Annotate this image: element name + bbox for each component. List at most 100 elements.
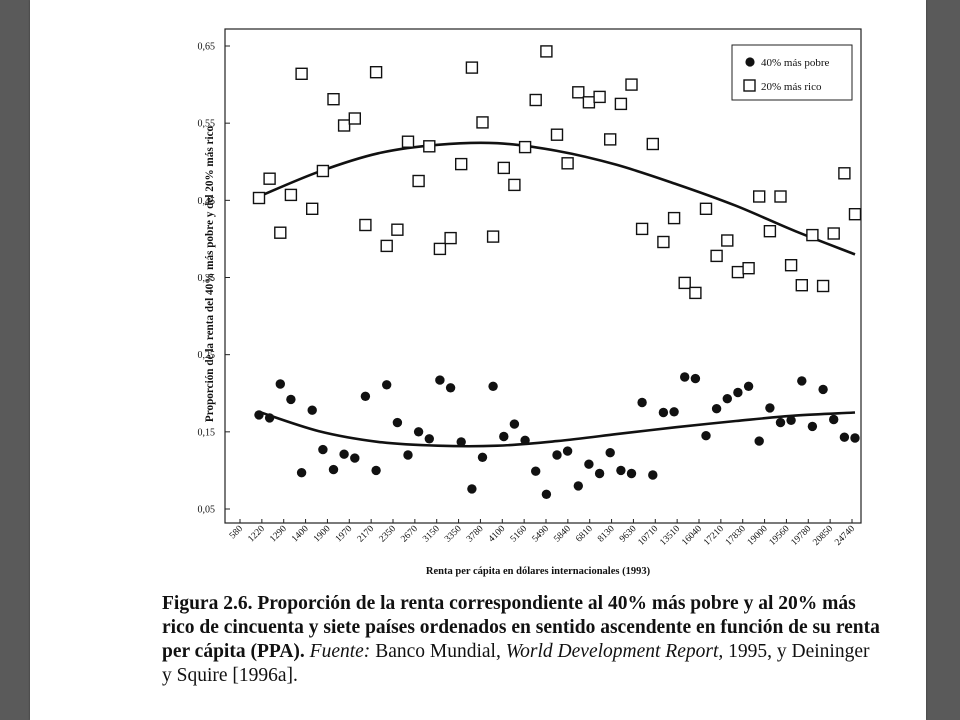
x-tick-label: 8130 bbox=[596, 524, 617, 545]
point-poor bbox=[392, 417, 403, 428]
x-tick-label: 17210 bbox=[702, 524, 726, 548]
legend-label-poor: 40% más pobre bbox=[761, 57, 830, 69]
point-poor bbox=[605, 448, 615, 458]
document-page: 0,65 0,55 0,45 0,35 0,25 0,15 0,05 580 1220 1290… bbox=[30, 0, 926, 720]
point-rich bbox=[795, 279, 808, 292]
point-poor bbox=[435, 375, 445, 385]
point-rich bbox=[667, 211, 681, 225]
point-poor bbox=[786, 415, 796, 425]
point-poor bbox=[648, 470, 658, 480]
point-rich bbox=[455, 157, 468, 171]
point-poor bbox=[541, 489, 552, 499]
point-rich bbox=[827, 227, 840, 240]
point-rich bbox=[476, 116, 489, 129]
x-tick-label: 5160 bbox=[509, 524, 530, 545]
point-poor bbox=[733, 387, 743, 398]
caption-report-title: World Development Report, bbox=[505, 641, 724, 662]
point-poor bbox=[616, 465, 626, 476]
x-tick-label: 13510 bbox=[658, 524, 682, 548]
point-poor bbox=[552, 450, 562, 460]
point-rich bbox=[465, 61, 479, 74]
point-poor bbox=[722, 394, 732, 404]
point-poor bbox=[562, 446, 573, 456]
point-rich bbox=[327, 92, 340, 106]
x-tick-label: 17830 bbox=[724, 524, 748, 548]
point-poor bbox=[488, 381, 498, 391]
point-poor bbox=[275, 379, 285, 389]
point-poor bbox=[839, 432, 850, 442]
point-rich bbox=[550, 128, 564, 141]
point-rich bbox=[348, 112, 361, 125]
point-poor bbox=[520, 435, 530, 445]
x-tick-label: 1900 bbox=[312, 524, 333, 545]
point-poor bbox=[424, 434, 434, 444]
x-tick-label: 4100 bbox=[487, 524, 508, 545]
x-tick-label: 3150 bbox=[421, 524, 442, 545]
point-poor bbox=[797, 376, 807, 386]
point-rich bbox=[742, 262, 755, 275]
point-rich bbox=[274, 226, 287, 239]
point-poor bbox=[467, 484, 477, 494]
scatter-chart: 0,65 0,55 0,45 0,35 0,25 0,15 0,05 580 1220 1290… bbox=[198, 28, 862, 577]
point-rich bbox=[816, 279, 830, 293]
point-rich bbox=[295, 67, 308, 81]
point-rich bbox=[710, 249, 723, 263]
point-rich bbox=[284, 188, 298, 202]
x-tick-label: 1970 bbox=[334, 524, 355, 545]
point-rich bbox=[784, 259, 798, 272]
point-poor bbox=[339, 449, 349, 459]
point-rich bbox=[635, 222, 649, 236]
point-poor bbox=[296, 468, 307, 478]
point-poor bbox=[456, 437, 466, 447]
x-tick-label: 1220 bbox=[246, 524, 267, 545]
legend-marker-poor bbox=[745, 57, 755, 67]
point-rich bbox=[604, 133, 617, 146]
caption-source-text-1: Banco Mundial, bbox=[370, 641, 506, 662]
point-rich bbox=[806, 228, 819, 242]
y-tick-label: 0,25 bbox=[198, 350, 216, 361]
point-rich bbox=[721, 234, 734, 247]
point-poor bbox=[360, 391, 371, 401]
y-tick-label: 0,15 bbox=[198, 427, 216, 438]
point-rich bbox=[369, 65, 383, 79]
point-rich bbox=[731, 265, 745, 279]
point-rich bbox=[540, 45, 553, 58]
x-tick-label: 5840 bbox=[552, 524, 573, 545]
point-rich bbox=[848, 207, 862, 221]
point-rich bbox=[678, 276, 691, 290]
point-rich bbox=[316, 164, 330, 178]
point-poor bbox=[584, 459, 594, 469]
point-rich bbox=[561, 157, 574, 170]
point-poor bbox=[775, 417, 786, 428]
point-poor bbox=[680, 372, 690, 382]
point-rich bbox=[774, 190, 787, 203]
point-poor bbox=[850, 433, 860, 443]
x-tick-label: 20850 bbox=[811, 524, 835, 548]
plot-frame bbox=[224, 28, 862, 524]
series-poor-points bbox=[254, 372, 860, 499]
point-poor bbox=[307, 405, 317, 415]
x-tick-label: 2170 bbox=[356, 524, 377, 545]
point-rich bbox=[838, 167, 851, 180]
x-tick-label: 16040 bbox=[680, 524, 704, 548]
caption-title: Proporción de la renta correspondiente a… bbox=[162, 593, 880, 662]
point-rich bbox=[412, 174, 425, 188]
point-poor bbox=[499, 431, 509, 442]
point-poor bbox=[669, 407, 679, 417]
caption-source-text-2: 1995, y Deininger y Squire [1996a]. bbox=[162, 641, 870, 686]
point-rich bbox=[614, 97, 628, 111]
point-rich bbox=[689, 286, 702, 300]
point-rich bbox=[263, 172, 276, 185]
y-tick-label: 0,45 bbox=[198, 196, 216, 207]
point-poor bbox=[626, 468, 637, 479]
x-tick-label: 24740 bbox=[833, 524, 857, 548]
point-poor bbox=[328, 464, 339, 475]
x-tick-label: 19000 bbox=[746, 524, 770, 548]
point-poor bbox=[403, 450, 413, 460]
x-axis-label: Renta per cápita en dólares internaciona… bbox=[426, 566, 651, 577]
point-rich bbox=[380, 239, 393, 253]
x-tick-label: 1400 bbox=[290, 524, 311, 545]
point-poor bbox=[818, 384, 828, 395]
point-poor bbox=[658, 407, 669, 418]
legend-marker-rich bbox=[743, 79, 756, 92]
